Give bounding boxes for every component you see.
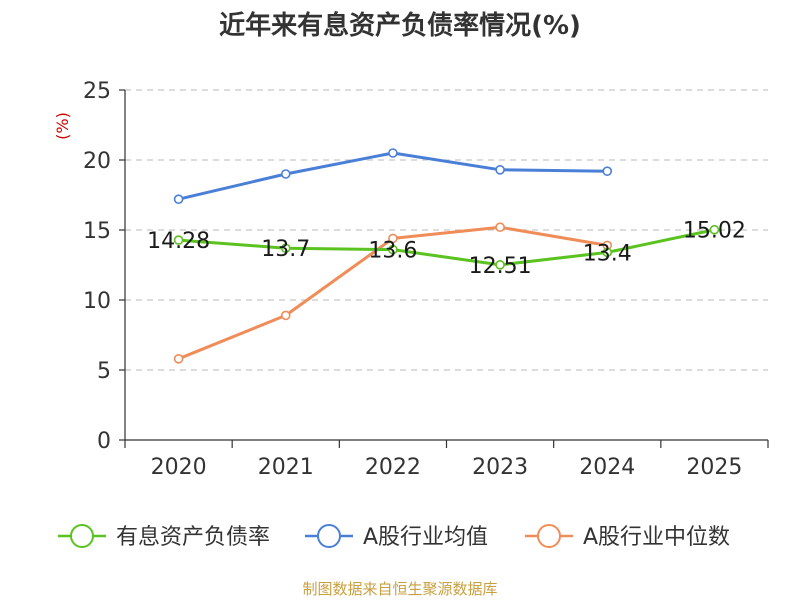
point-1-2023: [495, 165, 505, 175]
point-2-2020: [173, 353, 184, 364]
series-layer: [173, 148, 720, 364]
legend-label-2: A股行业中位数: [583, 525, 730, 550]
legend-label-0: 有息资产负债率: [116, 525, 270, 550]
x-tick-label-2024: 2024: [579, 455, 635, 480]
y-tick-label-5: 5: [97, 359, 111, 384]
point-0-2020: [173, 235, 184, 245]
legend-marker-2: [537, 524, 561, 548]
data-label-2024: 13.4: [583, 241, 632, 266]
data-label-2022: 13.6: [368, 239, 417, 264]
series-2: [173, 222, 613, 364]
point-2-2021: [280, 310, 291, 321]
point-1-2021: [280, 169, 291, 179]
series-1: [173, 148, 613, 204]
legend-label-1: A股行业均值: [363, 525, 488, 550]
y-axis-unit: (%): [53, 112, 72, 140]
point-0-2022: [388, 244, 398, 255]
data-label-2021: 13.7: [261, 237, 310, 262]
point-0-2023: [495, 260, 505, 270]
y-tick-label-20: 20: [83, 149, 111, 174]
point-0-2025: [709, 224, 720, 235]
point-1-2024: [602, 166, 613, 176]
x-tick-label-2022: 2022: [365, 455, 421, 480]
chart-title: 近年来有息资产负债率情况(%): [219, 10, 581, 41]
point-0-2021: [280, 243, 291, 253]
point-1-2022: [388, 148, 398, 158]
data-labels: 14.28 13.7 13.6 12.51 13.4 15.02: [147, 219, 746, 279]
y-tick-label-25: 25: [83, 79, 111, 104]
legend-item-0[interactable]: 有息资产负债率: [58, 524, 270, 550]
point-0-2024: [602, 247, 613, 258]
y-tick-label-15: 15: [83, 219, 111, 244]
legend-marker-0: [70, 524, 94, 548]
grid-lines: [125, 89, 768, 371]
x-tick-label-2023: 2023: [472, 455, 528, 480]
series-0: [173, 224, 720, 270]
legend-item-1[interactable]: A股行业均值: [305, 524, 488, 550]
legend-item-2[interactable]: A股行业中位数: [525, 524, 730, 550]
point-1-2020: [173, 194, 184, 204]
data-label-2025: 15.02: [683, 219, 746, 244]
data-label-2020: 14.28: [147, 229, 210, 254]
y-tick-label-0: 0: [97, 429, 111, 454]
x-tick-label-2025: 2025: [686, 455, 742, 480]
legend[interactable]: 有息资产负债率 A股行业均值 A股行业中位数: [58, 524, 730, 550]
series-line-0: [178, 228, 715, 267]
x-tick-label-2021: 2021: [258, 455, 314, 480]
x-tick-label-2020: 2020: [151, 455, 207, 480]
point-2-2023: [495, 222, 505, 232]
y-tick-label-10: 10: [83, 289, 111, 314]
data-label-2023: 12.51: [469, 254, 532, 279]
source-note: 制图数据来自恒生聚源数据库: [302, 580, 497, 598]
legend-marker-1: [317, 524, 341, 548]
point-2-2022: [388, 233, 398, 244]
